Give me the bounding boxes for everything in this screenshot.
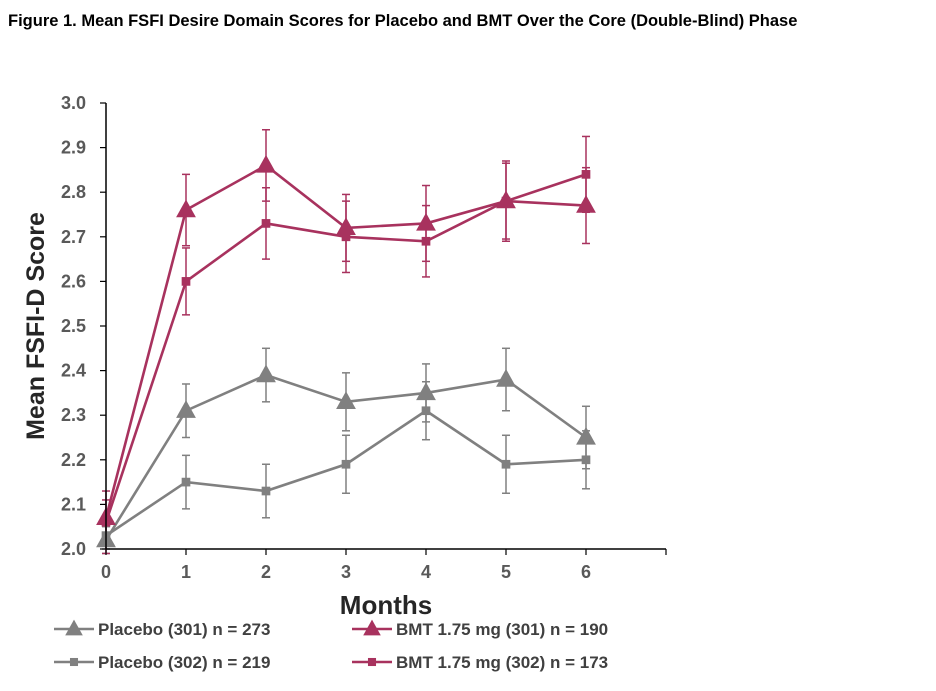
legend-label: BMT 1.75 mg (301) n = 190 (396, 620, 608, 639)
data-point (176, 199, 196, 218)
data-point (181, 277, 191, 286)
markers-layer (96, 154, 596, 548)
y-tick-label: 2.5 (61, 316, 86, 336)
data-point (176, 400, 196, 418)
data-point (421, 236, 431, 246)
data-point (416, 382, 436, 401)
legend-item-placebo-302-n-219: Placebo (302) n = 219 (54, 653, 270, 672)
data-point (256, 154, 276, 173)
data-point (421, 406, 431, 416)
legend-item-bmt-1-75-mg-301-n-190: BMT 1.75 mg (301) n = 190 (352, 619, 608, 639)
legend-label: BMT 1.75 mg (302) n = 173 (396, 653, 608, 672)
x-tick-label: 6 (581, 562, 591, 582)
legend-marker (367, 657, 377, 667)
legend-marker (363, 619, 381, 636)
data-point (336, 391, 356, 410)
data-point (501, 459, 511, 469)
data-point (581, 455, 591, 465)
x-tick-label: 2 (261, 562, 271, 582)
legend-item-bmt-1-75-mg-302-n-173: BMT 1.75 mg (302) n = 173 (352, 653, 608, 672)
legend-label: Placebo (301) n = 273 (98, 620, 270, 639)
legend-marker (65, 619, 83, 636)
data-point (256, 364, 276, 383)
y-tick-label: 2.1 (61, 494, 86, 514)
data-point (341, 459, 351, 469)
x-tick-label: 5 (501, 562, 511, 582)
data-point (576, 426, 596, 445)
data-point (181, 477, 191, 487)
data-point (496, 368, 516, 387)
x-tick-label: 3 (341, 562, 351, 582)
legend-item-placebo-301-n-273: Placebo (301) n = 273 (54, 619, 270, 639)
y-tick-label: 2.6 (61, 271, 86, 291)
y-tick-label: 3.0 (61, 93, 86, 113)
x-tick-label: 4 (421, 562, 431, 582)
data-point (341, 232, 351, 242)
x-tick-label: 1 (181, 562, 191, 582)
x-tick-label: 0 (101, 562, 111, 582)
axes-layer (100, 102, 667, 555)
data-point (336, 217, 356, 236)
data-point (576, 194, 596, 213)
legend: Placebo (301) n = 273 BMT 1.75 mg (301) n… (54, 619, 608, 672)
y-tick-label: 2.7 (61, 227, 86, 247)
x-axis-title: Months (340, 590, 432, 620)
data-point (501, 196, 511, 206)
y-tick-label: 2.4 (61, 361, 86, 381)
y-axis-title: Mean FSFI-D Score (22, 212, 50, 440)
figure-title: Figure 1. Mean FSFI Desire Domain Scores… (8, 12, 798, 30)
tick-labels-layer: 2.0 2.1 2.2 2.3 2.4 2.5 2.6 2.7 2.8 2.9 3.0 0 1 2 3 4 5 6… (22, 93, 591, 620)
data-point (581, 170, 591, 179)
data-point (261, 486, 271, 496)
y-tick-label: 2.3 (61, 405, 86, 425)
y-tick-label: 2.0 (61, 539, 86, 559)
data-point (261, 219, 271, 228)
y-tick-label: 2.9 (61, 138, 86, 158)
y-tick-label: 2.8 (61, 182, 86, 202)
y-tick-label: 2.2 (61, 450, 86, 470)
data-point (416, 212, 436, 231)
legend-label: Placebo (302) n = 219 (98, 653, 270, 672)
legend-marker (69, 657, 79, 667)
